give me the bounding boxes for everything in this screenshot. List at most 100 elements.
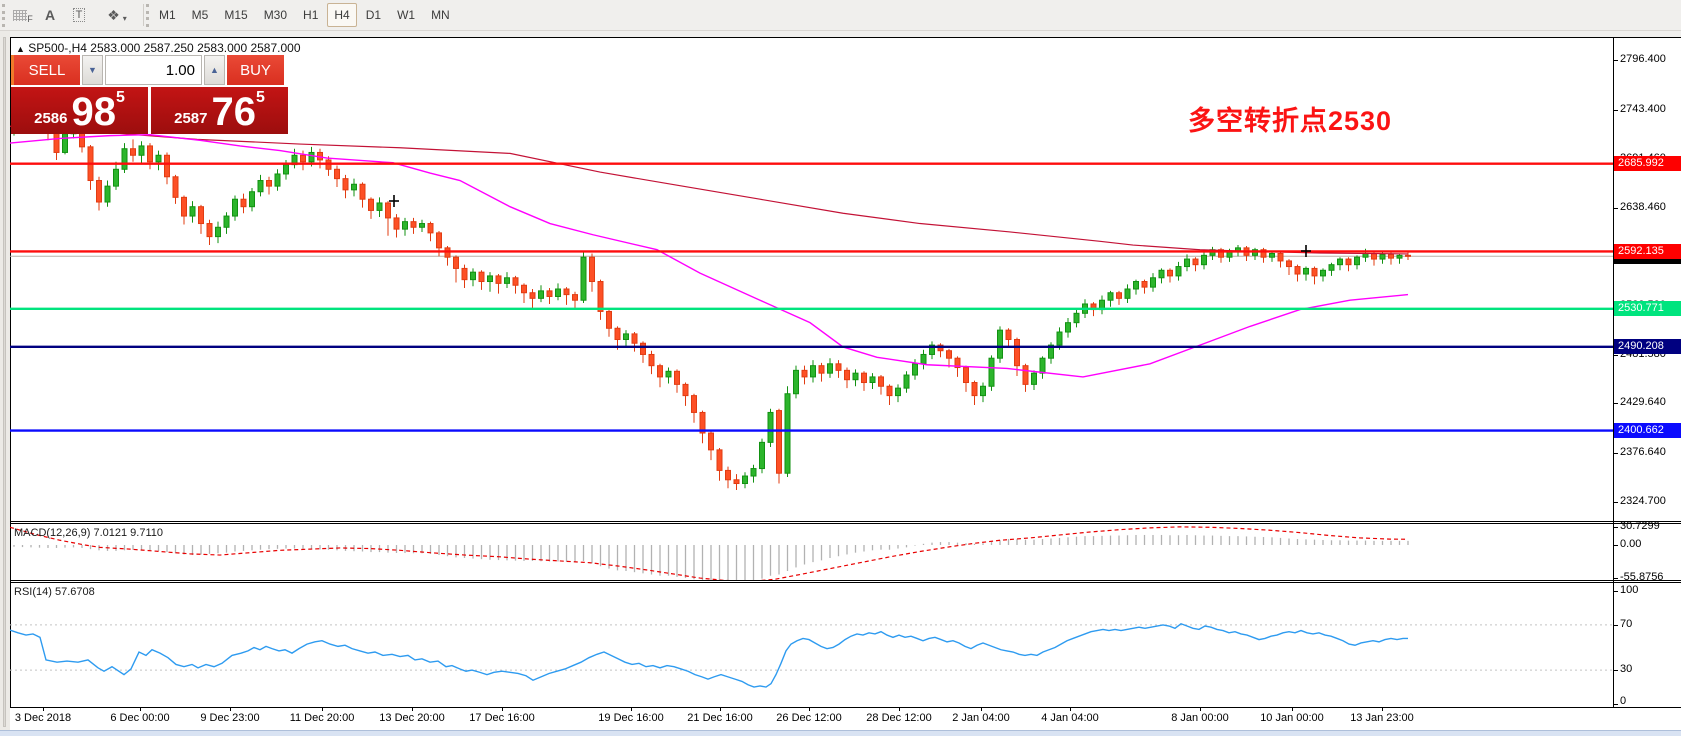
timeframe-button-D1[interactable]: D1 bbox=[365, 8, 382, 22]
candle-body bbox=[410, 221, 417, 228]
left-gutter-inset[interactable] bbox=[3, 37, 6, 727]
timeframe-button-H1[interactable]: H1 bbox=[303, 8, 319, 22]
objects-dropdown-arrow[interactable]: ▾ bbox=[122, 13, 127, 23]
timeframe-drag-handle[interactable] bbox=[146, 4, 152, 27]
timeframe-button-M1[interactable]: M1 bbox=[159, 8, 176, 22]
candle-body bbox=[1031, 372, 1037, 385]
candle-body bbox=[1371, 252, 1377, 260]
rsi-panel-canvas[interactable] bbox=[10, 583, 1613, 707]
rsi-tick-label: 0 bbox=[1620, 695, 1627, 707]
candle-body bbox=[266, 180, 272, 187]
candle-body bbox=[640, 342, 646, 355]
buy-price-small: 2587 bbox=[174, 110, 208, 127]
timeframe-button-M30[interactable]: M30 bbox=[263, 8, 288, 22]
candle-body bbox=[351, 183, 357, 191]
candle-body bbox=[1048, 344, 1054, 359]
macd-tick-mark bbox=[1613, 578, 1618, 579]
candle-body bbox=[206, 223, 213, 238]
candle-body bbox=[1218, 249, 1224, 258]
price-tick-label: 2376.640 bbox=[1620, 445, 1666, 458]
candle-body bbox=[1158, 269, 1165, 279]
timeframe-button-W1[interactable]: W1 bbox=[397, 8, 416, 22]
chart-annotation-text[interactable]: 多空转折点2530 bbox=[1188, 106, 1393, 136]
candle-body bbox=[776, 410, 782, 474]
macd-panel-canvas[interactable] bbox=[10, 524, 1613, 580]
time-tick-mark bbox=[809, 708, 810, 711]
candle-body bbox=[784, 393, 791, 474]
candle-body bbox=[104, 185, 111, 203]
timeframe-button-M15[interactable]: M15 bbox=[224, 8, 248, 22]
macd-separator-top[interactable] bbox=[10, 521, 1681, 522]
candle-body bbox=[682, 383, 689, 397]
buy-price-box[interactable]: 2587 76 5 bbox=[151, 87, 288, 134]
candle-body bbox=[1065, 322, 1071, 333]
candle-body bbox=[1175, 266, 1182, 277]
time-tick-mark bbox=[1070, 708, 1071, 711]
candle-body bbox=[1184, 258, 1190, 268]
candle-body bbox=[521, 284, 527, 294]
candle-body bbox=[886, 385, 893, 397]
candle-body bbox=[546, 290, 553, 297]
level-price-label: 2530.771 bbox=[1614, 301, 1681, 317]
candle-body bbox=[648, 353, 655, 367]
buy-button[interactable]: BUY bbox=[227, 55, 284, 85]
candle-body bbox=[283, 164, 289, 175]
candle-body bbox=[733, 479, 740, 485]
text-label-icon[interactable]: A bbox=[44, 7, 56, 23]
candle-body bbox=[342, 178, 349, 191]
candle-body bbox=[240, 198, 247, 208]
chart-left-border bbox=[10, 37, 11, 708]
volume-down-button[interactable]: ▼ bbox=[82, 55, 103, 85]
timeframe-group: M1 M5 M15 M30 H1 H4 D1 W1 MN bbox=[152, 3, 457, 27]
collapse-arrow-icon[interactable]: ▲ bbox=[16, 44, 25, 54]
candle-body bbox=[274, 173, 281, 187]
sell-price-box[interactable]: 2586 98 5 bbox=[11, 87, 148, 134]
time-tick-mark bbox=[43, 708, 44, 711]
objects-icon[interactable]: ❖ ▾ bbox=[107, 6, 127, 23]
text-box-icon[interactable]: T bbox=[68, 3, 90, 27]
candle-body bbox=[563, 288, 570, 296]
toolbar-drag-handle[interactable] bbox=[2, 4, 8, 27]
ma-fast-magenta bbox=[10, 133, 1409, 378]
candle-body bbox=[478, 271, 485, 283]
candle-body bbox=[1116, 292, 1122, 299]
candle-body bbox=[912, 363, 918, 376]
candle-body bbox=[631, 333, 638, 344]
candle-body bbox=[300, 154, 306, 163]
main-chart-canvas[interactable] bbox=[10, 37, 1613, 521]
timeframe-button-H4[interactable]: H4 bbox=[327, 3, 357, 27]
candle-body bbox=[1311, 267, 1318, 277]
candle-body bbox=[929, 344, 935, 355]
macd-separator-bottom bbox=[10, 523, 1681, 524]
candle-body bbox=[1201, 254, 1207, 266]
time-axis-label: 2 Jan 04:00 bbox=[952, 712, 1010, 724]
volume-up-button[interactable]: ▲ bbox=[204, 55, 225, 85]
candle-body bbox=[665, 370, 672, 378]
timeframe-button-MN[interactable]: MN bbox=[431, 8, 450, 22]
rsi-separator-top[interactable] bbox=[10, 580, 1681, 581]
indicator-grid-icon[interactable]: F bbox=[12, 3, 34, 27]
candle-body bbox=[1294, 266, 1301, 275]
timeframe-button-M5[interactable]: M5 bbox=[191, 8, 209, 22]
price-tick-mark bbox=[1613, 452, 1618, 454]
candle-body bbox=[147, 145, 153, 163]
price-tick-mark bbox=[1613, 208, 1618, 210]
candle-body bbox=[597, 281, 604, 312]
price-tick-mark bbox=[1613, 501, 1618, 503]
candle-body bbox=[334, 168, 340, 180]
candle-body bbox=[453, 256, 459, 269]
candle-body bbox=[623, 333, 629, 340]
price-tick-mark bbox=[1613, 60, 1618, 62]
candle-body bbox=[835, 363, 842, 371]
candle-body bbox=[861, 372, 867, 384]
candle-body bbox=[461, 267, 468, 281]
time-axis-label: 6 Dec 00:00 bbox=[110, 712, 170, 724]
volume-input[interactable] bbox=[105, 55, 202, 85]
sell-button[interactable]: SELL bbox=[11, 55, 80, 85]
time-axis-label: 8 Jan 00:00 bbox=[1171, 712, 1229, 724]
indicator-grid-letter: F bbox=[27, 14, 33, 24]
candle-body bbox=[759, 441, 765, 470]
candle-body bbox=[572, 294, 578, 301]
time-axis-label: 10 Jan 00:00 bbox=[1260, 712, 1324, 724]
time-tick-mark bbox=[322, 708, 323, 711]
